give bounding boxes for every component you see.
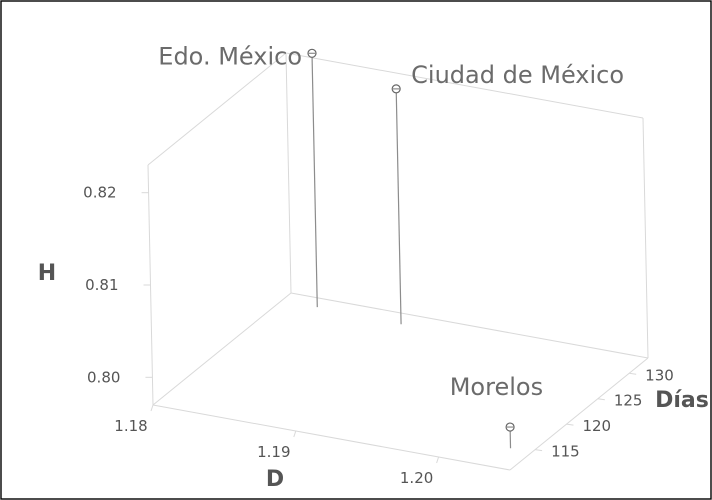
- x-tick-label: 1.19: [257, 443, 290, 461]
- box-edge: [642, 117, 649, 359]
- box-edge: [290, 292, 649, 359]
- y-tick-label: 125: [614, 392, 643, 410]
- x-tick-label: 1.20: [400, 469, 433, 487]
- point-label: Ciudad de México: [411, 61, 624, 89]
- z-axis-ticks: 0.80 0.81 0.82: [83, 184, 153, 386]
- z-tick-label: 0.81: [85, 276, 118, 294]
- point-label: Edo. México: [158, 42, 302, 70]
- y-tick-mark: [535, 449, 543, 452]
- x-tick-mark: [436, 456, 440, 464]
- box-edge: [509, 357, 649, 471]
- y-axis-title: Días: [655, 388, 709, 413]
- z-tick-label: 0.80: [87, 368, 120, 386]
- point-label: Morelos: [450, 373, 543, 401]
- y-tick-mark: [597, 398, 605, 401]
- drop-line: [311, 53, 318, 308]
- data-markers: [307, 48, 515, 432]
- z-tick-label: 0.82: [83, 184, 116, 202]
- box-edge: [152, 404, 511, 471]
- box-edge: [285, 52, 644, 119]
- y-tick-label: 130: [645, 366, 674, 384]
- drop-line: [395, 88, 402, 325]
- box-edge: [147, 52, 287, 166]
- x-tick-label: 1.18: [114, 417, 147, 435]
- x-axis-ticks: 1.18 1.19 1.20: [114, 404, 440, 487]
- box-edges: [147, 52, 649, 471]
- x-tick-mark: [293, 430, 297, 438]
- box-edge: [285, 52, 292, 294]
- x-axis-title: D: [266, 467, 284, 492]
- z-axis-title: H: [38, 261, 56, 286]
- y-tick-label: 115: [551, 443, 580, 461]
- y-tick-label: 120: [582, 417, 611, 435]
- y-tick-mark: [629, 372, 637, 375]
- point-labels: Edo. México Ciudad de México Morelos: [158, 42, 624, 401]
- box-edge: [152, 292, 292, 406]
- y-tick-mark: [566, 423, 574, 426]
- x-tick-mark: [150, 404, 154, 412]
